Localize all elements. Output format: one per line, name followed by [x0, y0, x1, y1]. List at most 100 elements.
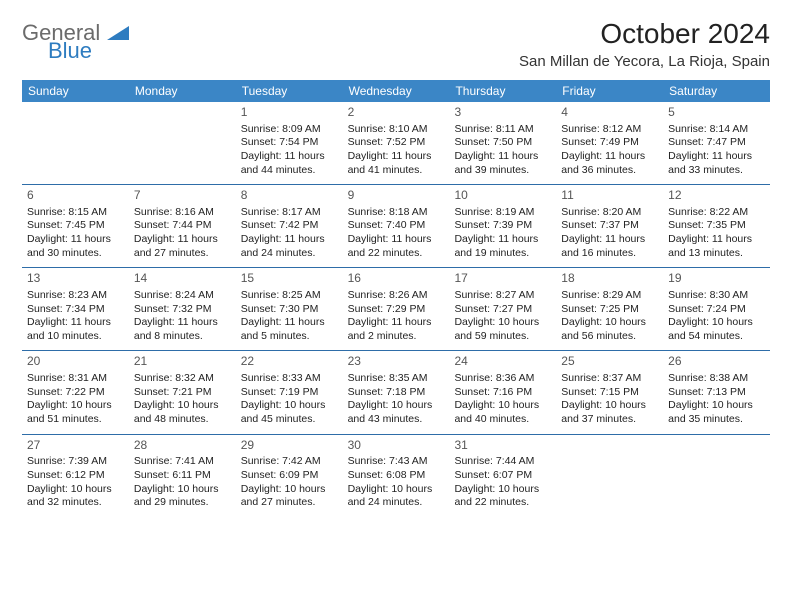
sunrise-text: Sunrise: 8:11 AM — [454, 123, 551, 137]
day-header-row: Sunday Monday Tuesday Wednesday Thursday… — [22, 80, 770, 102]
sunrise-text: Sunrise: 7:39 AM — [27, 455, 124, 469]
calendar-cell: 10Sunrise: 8:19 AMSunset: 7:39 PMDayligh… — [449, 185, 556, 267]
daylight-text: Daylight: 11 hours and 22 minutes. — [348, 233, 445, 260]
daylight-text: Daylight: 10 hours and 43 minutes. — [348, 399, 445, 426]
day-number: 8 — [241, 188, 338, 204]
daylight-text: Daylight: 11 hours and 16 minutes. — [561, 233, 658, 260]
day-number: 31 — [454, 438, 551, 454]
day-number: 27 — [27, 438, 124, 454]
location-text: San Millan de Yecora, La Rioja, Spain — [519, 53, 770, 70]
day-number: 2 — [348, 105, 445, 121]
sunset-text: Sunset: 7:52 PM — [348, 136, 445, 150]
calendar-cell — [22, 102, 129, 184]
sunrise-text: Sunrise: 8:10 AM — [348, 123, 445, 137]
sunset-text: Sunset: 7:21 PM — [134, 386, 231, 400]
sunset-text: Sunset: 7:19 PM — [241, 386, 338, 400]
sunset-text: Sunset: 7:25 PM — [561, 303, 658, 317]
sunset-text: Sunset: 7:32 PM — [134, 303, 231, 317]
daylight-text: Daylight: 11 hours and 41 minutes. — [348, 150, 445, 177]
calendar-cell: 8Sunrise: 8:17 AMSunset: 7:42 PMDaylight… — [236, 185, 343, 267]
calendar-cell: 29Sunrise: 7:42 AMSunset: 6:09 PMDayligh… — [236, 435, 343, 517]
daylight-text: Daylight: 10 hours and 37 minutes. — [561, 399, 658, 426]
sunset-text: Sunset: 7:24 PM — [668, 303, 765, 317]
calendar-cell: 11Sunrise: 8:20 AMSunset: 7:37 PMDayligh… — [556, 185, 663, 267]
sunrise-text: Sunrise: 8:32 AM — [134, 372, 231, 386]
sunrise-text: Sunrise: 8:14 AM — [668, 123, 765, 137]
sunset-text: Sunset: 7:47 PM — [668, 136, 765, 150]
day-number: 26 — [668, 354, 765, 370]
daylight-text: Daylight: 11 hours and 19 minutes. — [454, 233, 551, 260]
week-row: 20Sunrise: 8:31 AMSunset: 7:22 PMDayligh… — [22, 351, 770, 434]
day-header-saturday: Saturday — [663, 80, 770, 102]
day-number: 7 — [134, 188, 231, 204]
daylight-text: Daylight: 11 hours and 8 minutes. — [134, 316, 231, 343]
title-block: October 2024 San Millan de Yecora, La Ri… — [519, 18, 770, 70]
sunrise-text: Sunrise: 8:22 AM — [668, 206, 765, 220]
daylight-text: Daylight: 10 hours and 35 minutes. — [668, 399, 765, 426]
calendar-cell: 2 Sunrise: 8:10 AMSunset: 7:52 PMDaylight… — [343, 102, 450, 184]
week-row: 1Sunrise: 8:09 AMSunset: 7:54 PMDaylight… — [22, 102, 770, 185]
sunrise-text: Sunrise: 8:30 AM — [668, 289, 765, 303]
sunset-text: Sunset: 7:40 PM — [348, 219, 445, 233]
sunset-text: Sunset: 6:07 PM — [454, 469, 551, 483]
day-number: 15 — [241, 271, 338, 287]
sunrise-text: Sunrise: 8:26 AM — [348, 289, 445, 303]
calendar: Sunday Monday Tuesday Wednesday Thursday… — [22, 80, 770, 517]
sunrise-text: Sunrise: 8:33 AM — [241, 372, 338, 386]
sunrise-text: Sunrise: 8:15 AM — [27, 206, 124, 220]
sunrise-text: Sunrise: 8:35 AM — [348, 372, 445, 386]
daylight-text: Daylight: 11 hours and 44 minutes. — [241, 150, 338, 177]
sunrise-text: Sunrise: 8:37 AM — [561, 372, 658, 386]
sunrise-text: Sunrise: 8:18 AM — [348, 206, 445, 220]
sunset-text: Sunset: 7:29 PM — [348, 303, 445, 317]
calendar-cell: 3Sunrise: 8:11 AMSunset: 7:50 PMDaylight… — [449, 102, 556, 184]
calendar-cell: 24Sunrise: 8:36 AMSunset: 7:16 PMDayligh… — [449, 351, 556, 433]
calendar-cell: 30Sunrise: 7:43 AMSunset: 6:08 PMDayligh… — [343, 435, 450, 517]
sunrise-text: Sunrise: 7:41 AM — [134, 455, 231, 469]
sunset-text: Sunset: 7:34 PM — [27, 303, 124, 317]
daylight-text: Daylight: 10 hours and 24 minutes. — [348, 483, 445, 510]
sunrise-text: Sunrise: 7:43 AM — [348, 455, 445, 469]
calendar-cell: 21 Sunrise: 8:32 AMSunset: 7:21 PMDayligh… — [129, 351, 236, 433]
day-number: 12 — [668, 188, 765, 204]
daylight-text: Daylight: 10 hours and 48 minutes. — [134, 399, 231, 426]
sunset-text: Sunset: 6:08 PM — [348, 469, 445, 483]
calendar-cell: 22Sunrise: 8:33 AMSunset: 7:19 PMDayligh… — [236, 351, 343, 433]
daylight-text: Daylight: 10 hours and 56 minutes. — [561, 316, 658, 343]
daylight-text: Daylight: 11 hours and 24 minutes. — [241, 233, 338, 260]
calendar-cell — [556, 435, 663, 517]
calendar-cell — [663, 435, 770, 517]
sunrise-text: Sunrise: 8:20 AM — [561, 206, 658, 220]
week-row: 13Sunrise: 8:23 AMSunset: 7:34 PMDayligh… — [22, 268, 770, 351]
sunset-text: Sunset: 7:50 PM — [454, 136, 551, 150]
calendar-cell: 31Sunrise: 7:44 AMSunset: 6:07 PMDayligh… — [449, 435, 556, 517]
sunrise-text: Sunrise: 8:38 AM — [668, 372, 765, 386]
sunrise-text: Sunrise: 8:27 AM — [454, 289, 551, 303]
week-row: 27Sunrise: 7:39 AMSunset: 6:12 PMDayligh… — [22, 435, 770, 517]
header: General Blue October 2024 San Millan de … — [22, 18, 770, 70]
day-number: 11 — [561, 188, 658, 204]
daylight-text: Daylight: 10 hours and 54 minutes. — [668, 316, 765, 343]
calendar-cell: 18Sunrise: 8:29 AMSunset: 7:25 PMDayligh… — [556, 268, 663, 350]
sunrise-text: Sunrise: 7:42 AM — [241, 455, 338, 469]
day-number: 21 — [134, 354, 231, 370]
calendar-cell: 4Sunrise: 8:12 AMSunset: 7:49 PMDaylight… — [556, 102, 663, 184]
day-header-monday: Monday — [129, 80, 236, 102]
daylight-text: Daylight: 10 hours and 29 minutes. — [134, 483, 231, 510]
daylight-text: Daylight: 10 hours and 22 minutes. — [454, 483, 551, 510]
daylight-text: Daylight: 10 hours and 32 minutes. — [27, 483, 124, 510]
daylight-text: Daylight: 10 hours and 59 minutes. — [454, 316, 551, 343]
sunrise-text: Sunrise: 7:44 AM — [454, 455, 551, 469]
sunrise-text: Sunrise: 8:23 AM — [27, 289, 124, 303]
sunrise-text: Sunrise: 8:29 AM — [561, 289, 658, 303]
page-title: October 2024 — [519, 18, 770, 50]
day-number: 14 — [134, 271, 231, 287]
day-header-sunday: Sunday — [22, 80, 129, 102]
calendar-cell: 12Sunrise: 8:22 AMSunset: 7:35 PMDayligh… — [663, 185, 770, 267]
calendar-cell: 6Sunrise: 8:15 AMSunset: 7:45 PMDaylight… — [22, 185, 129, 267]
day-number: 23 — [348, 354, 445, 370]
sunset-text: Sunset: 7:35 PM — [668, 219, 765, 233]
day-number: 28 — [134, 438, 231, 454]
sunrise-text: Sunrise: 8:12 AM — [561, 123, 658, 137]
day-number: 1 — [241, 105, 338, 121]
